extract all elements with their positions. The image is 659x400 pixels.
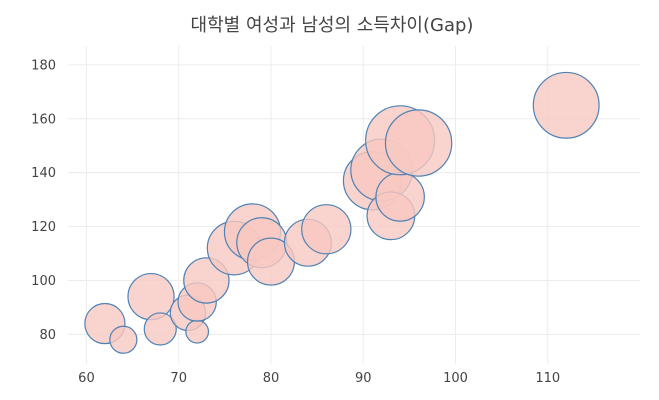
x-tick-label: 90 [355,371,372,386]
data-point-5[interactable] [185,319,210,344]
x-axis-ticks: 60 70 80 90 100 110 [78,371,560,386]
y-tick-label: 100 [31,274,56,289]
y-tick-label: 180 [31,58,56,73]
y-tick-label: 120 [31,220,56,235]
x-tick-label: 80 [263,371,280,386]
data-point-17[interactable] [375,172,425,222]
data-points [84,71,600,354]
y-axis-ticks: 80 100 120 140 160 180 [31,58,56,342]
y-tick-label: 80 [39,328,56,343]
data-point-20[interactable] [532,71,600,139]
x-tick-label: 60 [78,371,95,386]
data-point-1[interactable] [109,325,138,354]
x-tick-label: 100 [443,371,468,386]
data-point-19[interactable] [384,109,453,177]
x-tick-label: 70 [170,371,187,386]
chart-title: 대학별 여성과 남성의 소득차이(Gap) [191,15,474,36]
data-point-2[interactable] [127,272,175,321]
data-point-3[interactable] [143,312,177,346]
y-tick-label: 140 [31,166,56,181]
y-tick-label: 160 [31,112,56,127]
x-tick-label: 110 [535,371,560,386]
data-point-13[interactable] [301,204,352,255]
